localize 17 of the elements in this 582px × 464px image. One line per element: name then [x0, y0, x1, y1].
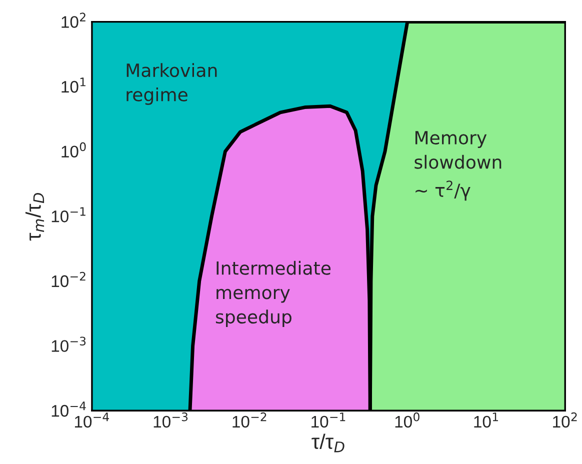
- x-tick-label: 10$^{−3}$: [154, 412, 188, 428]
- x-tick-label: 10$^{−2}$: [232, 412, 266, 428]
- x-tick-label: 10$^{2}$: [553, 412, 577, 428]
- annotation: Memory slowdown ∼ τ$^{2}$/γ: [414, 131, 502, 201]
- y-tick-label: 10$^{−3}$: [52, 336, 86, 352]
- y-axis-title: τ$_{m}$/τ$_{D}$: [26, 192, 44, 241]
- y-tick-label: 10$^{1}$: [62, 78, 86, 93]
- y-tick-label: 10$^{2}$: [62, 12, 86, 28]
- annotation: Intermediate memory speedup: [216, 260, 331, 328]
- x-tick-label: 10$^{−1}$: [312, 412, 346, 428]
- y-tick-label: 10$^{−2}$: [52, 272, 86, 288]
- x-axis-title: τ/τ$_{D}$: [312, 434, 344, 452]
- y-tick-label: 10$^{−1}$: [52, 207, 86, 222]
- x-tick-label: 10$^{1}$: [474, 412, 498, 428]
- annotation: Markovian regime: [126, 63, 217, 105]
- x-tick-label: 10$^{0}$: [395, 412, 420, 428]
- y-tick-label: 10$^{0}$: [62, 142, 86, 158]
